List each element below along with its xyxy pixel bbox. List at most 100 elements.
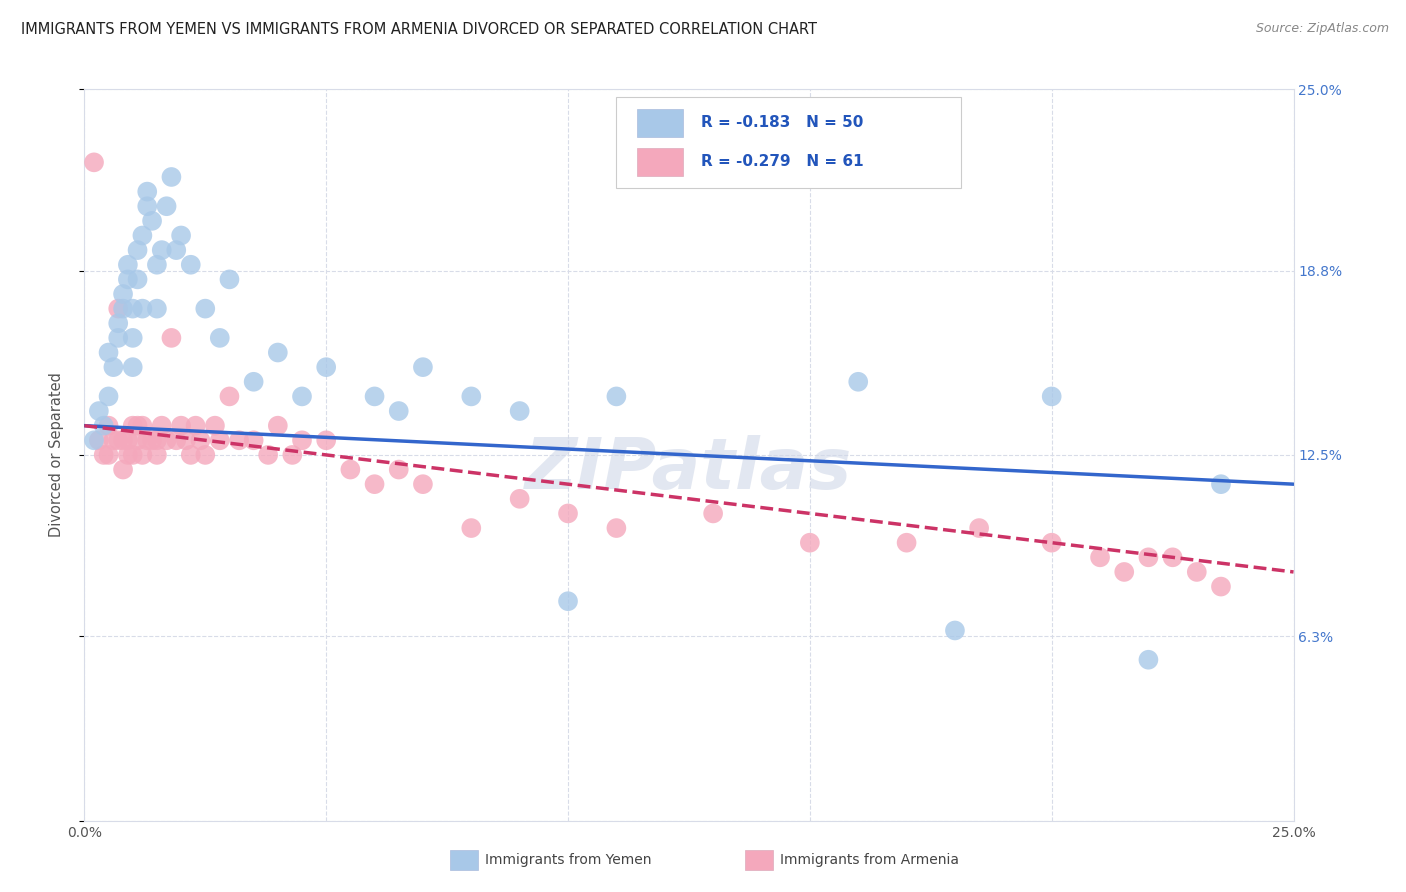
Point xyxy=(93,448,115,462)
Point xyxy=(170,228,193,243)
Point xyxy=(242,375,264,389)
Point xyxy=(117,448,139,462)
Point xyxy=(87,404,110,418)
Point xyxy=(363,389,385,403)
Point xyxy=(799,535,821,549)
Point xyxy=(136,434,159,448)
Point xyxy=(291,389,314,403)
Point xyxy=(107,331,129,345)
Point xyxy=(121,418,143,433)
Point xyxy=(315,360,337,375)
Point xyxy=(509,491,531,506)
Point xyxy=(557,594,579,608)
Point xyxy=(131,301,153,316)
Point xyxy=(93,418,115,433)
Point xyxy=(943,624,966,638)
Point xyxy=(1114,565,1136,579)
Point xyxy=(194,301,217,316)
Point xyxy=(967,521,990,535)
Point xyxy=(412,360,434,375)
Point xyxy=(1185,565,1208,579)
Text: R = -0.183   N = 50: R = -0.183 N = 50 xyxy=(702,115,863,130)
Point xyxy=(165,243,187,257)
Point xyxy=(112,287,135,301)
Point xyxy=(218,389,240,403)
Point xyxy=(112,434,135,448)
Point xyxy=(150,243,173,257)
Point xyxy=(460,389,482,403)
Point xyxy=(208,434,231,448)
Point xyxy=(150,418,173,433)
Point xyxy=(315,434,337,448)
Point xyxy=(117,258,139,272)
Point xyxy=(339,462,361,476)
Point xyxy=(131,418,153,433)
Text: R = -0.279   N = 61: R = -0.279 N = 61 xyxy=(702,154,863,169)
Point xyxy=(127,434,149,448)
Point xyxy=(228,434,250,448)
Point xyxy=(194,448,217,462)
Point xyxy=(107,316,129,330)
Point xyxy=(121,360,143,375)
Point xyxy=(160,169,183,184)
Point xyxy=(131,448,153,462)
FancyBboxPatch shape xyxy=(637,109,683,136)
Point xyxy=(388,462,411,476)
Point xyxy=(267,345,290,359)
Point xyxy=(180,258,202,272)
Point xyxy=(257,448,280,462)
Point xyxy=(97,418,120,433)
Point xyxy=(605,521,627,535)
Point xyxy=(1040,535,1063,549)
Point xyxy=(107,434,129,448)
Text: IMMIGRANTS FROM YEMEN VS IMMIGRANTS FROM ARMENIA DIVORCED OR SEPARATED CORRELATI: IMMIGRANTS FROM YEMEN VS IMMIGRANTS FROM… xyxy=(21,22,817,37)
Point xyxy=(121,448,143,462)
Point xyxy=(117,434,139,448)
Text: Immigrants from Yemen: Immigrants from Yemen xyxy=(485,853,651,867)
Point xyxy=(97,389,120,403)
Point xyxy=(1209,580,1232,594)
Point xyxy=(605,389,627,403)
Point xyxy=(112,462,135,476)
Point xyxy=(1209,477,1232,491)
Point xyxy=(103,360,125,375)
Point xyxy=(141,214,163,228)
Point xyxy=(160,331,183,345)
Point xyxy=(155,199,177,213)
Point xyxy=(460,521,482,535)
Point xyxy=(107,301,129,316)
Point xyxy=(846,375,869,389)
Point xyxy=(141,434,163,448)
Point xyxy=(896,535,918,549)
Point xyxy=(97,345,120,359)
Point xyxy=(281,448,304,462)
Point xyxy=(87,434,110,448)
Point xyxy=(146,301,169,316)
Point xyxy=(165,434,187,448)
Point xyxy=(363,477,385,491)
FancyBboxPatch shape xyxy=(616,96,962,188)
Point xyxy=(208,331,231,345)
Point xyxy=(174,434,197,448)
Y-axis label: Divorced or Separated: Divorced or Separated xyxy=(49,373,63,537)
Point xyxy=(702,507,724,521)
Point xyxy=(557,507,579,521)
Point xyxy=(155,434,177,448)
Point xyxy=(267,418,290,433)
Point xyxy=(1137,653,1160,667)
Point xyxy=(1040,389,1063,403)
Point xyxy=(103,434,125,448)
Text: ZIPatlas: ZIPatlas xyxy=(526,435,852,504)
Point xyxy=(127,272,149,286)
Point xyxy=(136,185,159,199)
Point xyxy=(170,418,193,433)
Point xyxy=(190,434,212,448)
Point xyxy=(83,155,105,169)
Point xyxy=(83,434,105,448)
Point xyxy=(136,199,159,213)
Point xyxy=(388,404,411,418)
Point xyxy=(121,301,143,316)
FancyBboxPatch shape xyxy=(637,148,683,176)
Point xyxy=(204,418,226,433)
Point xyxy=(97,448,120,462)
